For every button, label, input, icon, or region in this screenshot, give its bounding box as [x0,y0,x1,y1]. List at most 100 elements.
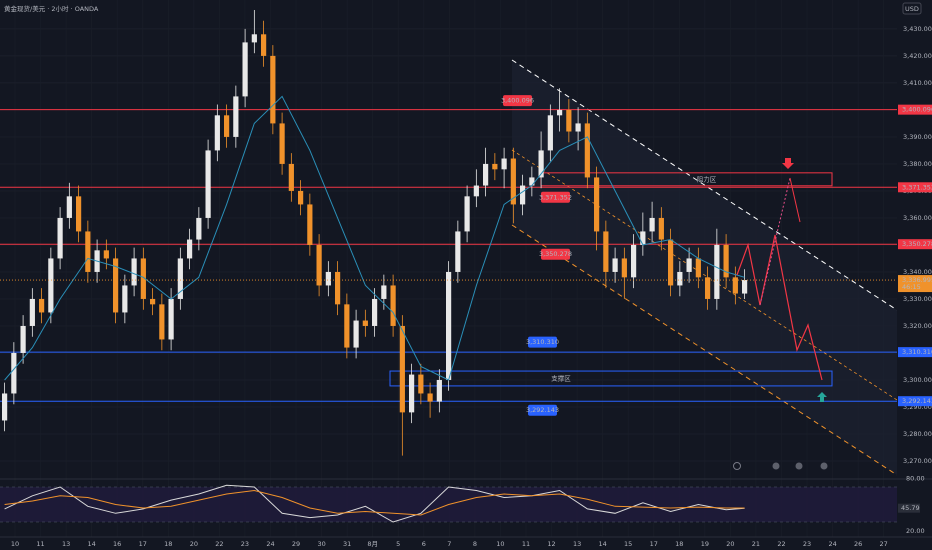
y-tick-label: 3,300.000 [903,376,932,384]
level-tag: 3,400.096 [501,97,534,105]
candle-body [695,258,701,278]
candle-body [418,374,424,394]
candle-body [372,298,378,326]
candle-body [159,304,165,340]
x-tick-label: 14 [599,540,607,548]
x-tick-label: 6 [422,540,426,548]
candle-body [66,196,72,218]
axis-tag-bg [898,104,932,115]
candle-body [603,231,609,272]
price-axis-bg [897,0,932,550]
candle-body [473,185,479,197]
x-tick-label: 24 [828,540,836,548]
candle-body [214,115,220,151]
x-tick-label: 14 [88,540,96,548]
currency-box[interactable] [902,2,922,15]
candle-body [547,115,553,151]
candle-body [270,55,276,124]
candle-body [196,217,202,240]
x-tick-label: 21 [752,540,760,548]
candle-body [510,158,516,205]
x-tick-label: 15 [624,540,632,548]
level-tag-bg [528,404,557,416]
candle-body [427,393,433,402]
candle-body [335,271,341,305]
candle-body [344,304,350,348]
x-tick-label: 18 [675,540,683,548]
projection-path [736,234,823,381]
y-tick-label: 3,360.000 [903,214,932,222]
rsi-last-label: 45.79 [901,504,920,512]
y-tick-label: 3,280.000 [903,430,932,438]
candle-body [409,374,415,413]
axis-tag: 3,350.278 [902,240,932,248]
candle-body [39,298,45,313]
channel-mid [511,149,898,401]
last-price-bg [898,275,932,293]
y-tick-label: 3,380.000 [903,160,932,168]
candle-body [677,271,683,286]
x-tick-label: 11 [522,540,530,548]
event-icon[interactable] [795,462,803,470]
candle-body [686,258,692,272]
projection-arrow [789,177,801,223]
candle-body [557,109,563,116]
candle-body [224,115,230,137]
candle-body [76,196,82,232]
x-tick-label: 8 [473,540,477,548]
zone-label: 支撑区 [551,373,571,382]
candle-body [131,258,137,286]
x-tick-label: 16 [113,540,121,548]
x-tick-label: 10 [496,540,504,548]
candle-body [261,34,267,56]
rsi-tick-label: 20.00 [906,527,925,535]
candle-body [732,277,738,294]
axis-tag-bg [898,239,932,250]
candle-body [612,258,618,272]
candle-body [529,177,535,186]
countdown: 46:15 [902,283,921,291]
axis-tag: 3,371.352 [902,183,932,191]
channel-upper [511,59,898,311]
currency[interactable]: USD [905,5,919,13]
ma-line [4,95,745,381]
level-tag: 3,310.310 [526,338,559,346]
y-tick-label: 3,330.000 [903,295,932,303]
level-tag: 3,292.143 [526,406,559,414]
y-tick-label: 3,430.000 [903,25,932,33]
candle-body [520,185,526,205]
zone-label: 阻力区 [697,174,717,183]
level-tag-bg [528,336,557,348]
level-tag-bg [541,191,570,203]
x-tick-label: 22 [215,540,223,548]
candle-body [20,325,26,353]
candle-body [436,379,442,402]
zone [389,370,833,387]
rsi-line [4,489,745,516]
rsi-tick-label: 80.00 [906,474,925,482]
level-tag: 3,371.352 [539,193,572,201]
candle-body [483,163,489,186]
candle-body [631,244,637,278]
y-tick-label: 3,340.000 [903,268,932,276]
candle-body [122,285,128,313]
candle-body [113,258,119,313]
candle-body [362,320,368,326]
candle-body [742,280,748,294]
candle-body [566,109,572,132]
candle-body [29,298,35,326]
event-icon[interactable] [772,462,780,470]
candle-body [492,163,498,170]
x-tick-label: 24 [266,540,274,548]
axis-tag-bg [898,182,932,193]
axis-tag: 3,292.143 [902,397,932,405]
candle-body [594,177,600,232]
channel-lower [511,224,898,476]
grid [0,28,897,462]
event-icon[interactable] [820,462,828,470]
event-icon[interactable] [733,462,741,470]
x-tick-label: 26 [854,540,862,548]
candle-body [298,190,304,205]
x-tick-label: 23 [241,540,249,548]
